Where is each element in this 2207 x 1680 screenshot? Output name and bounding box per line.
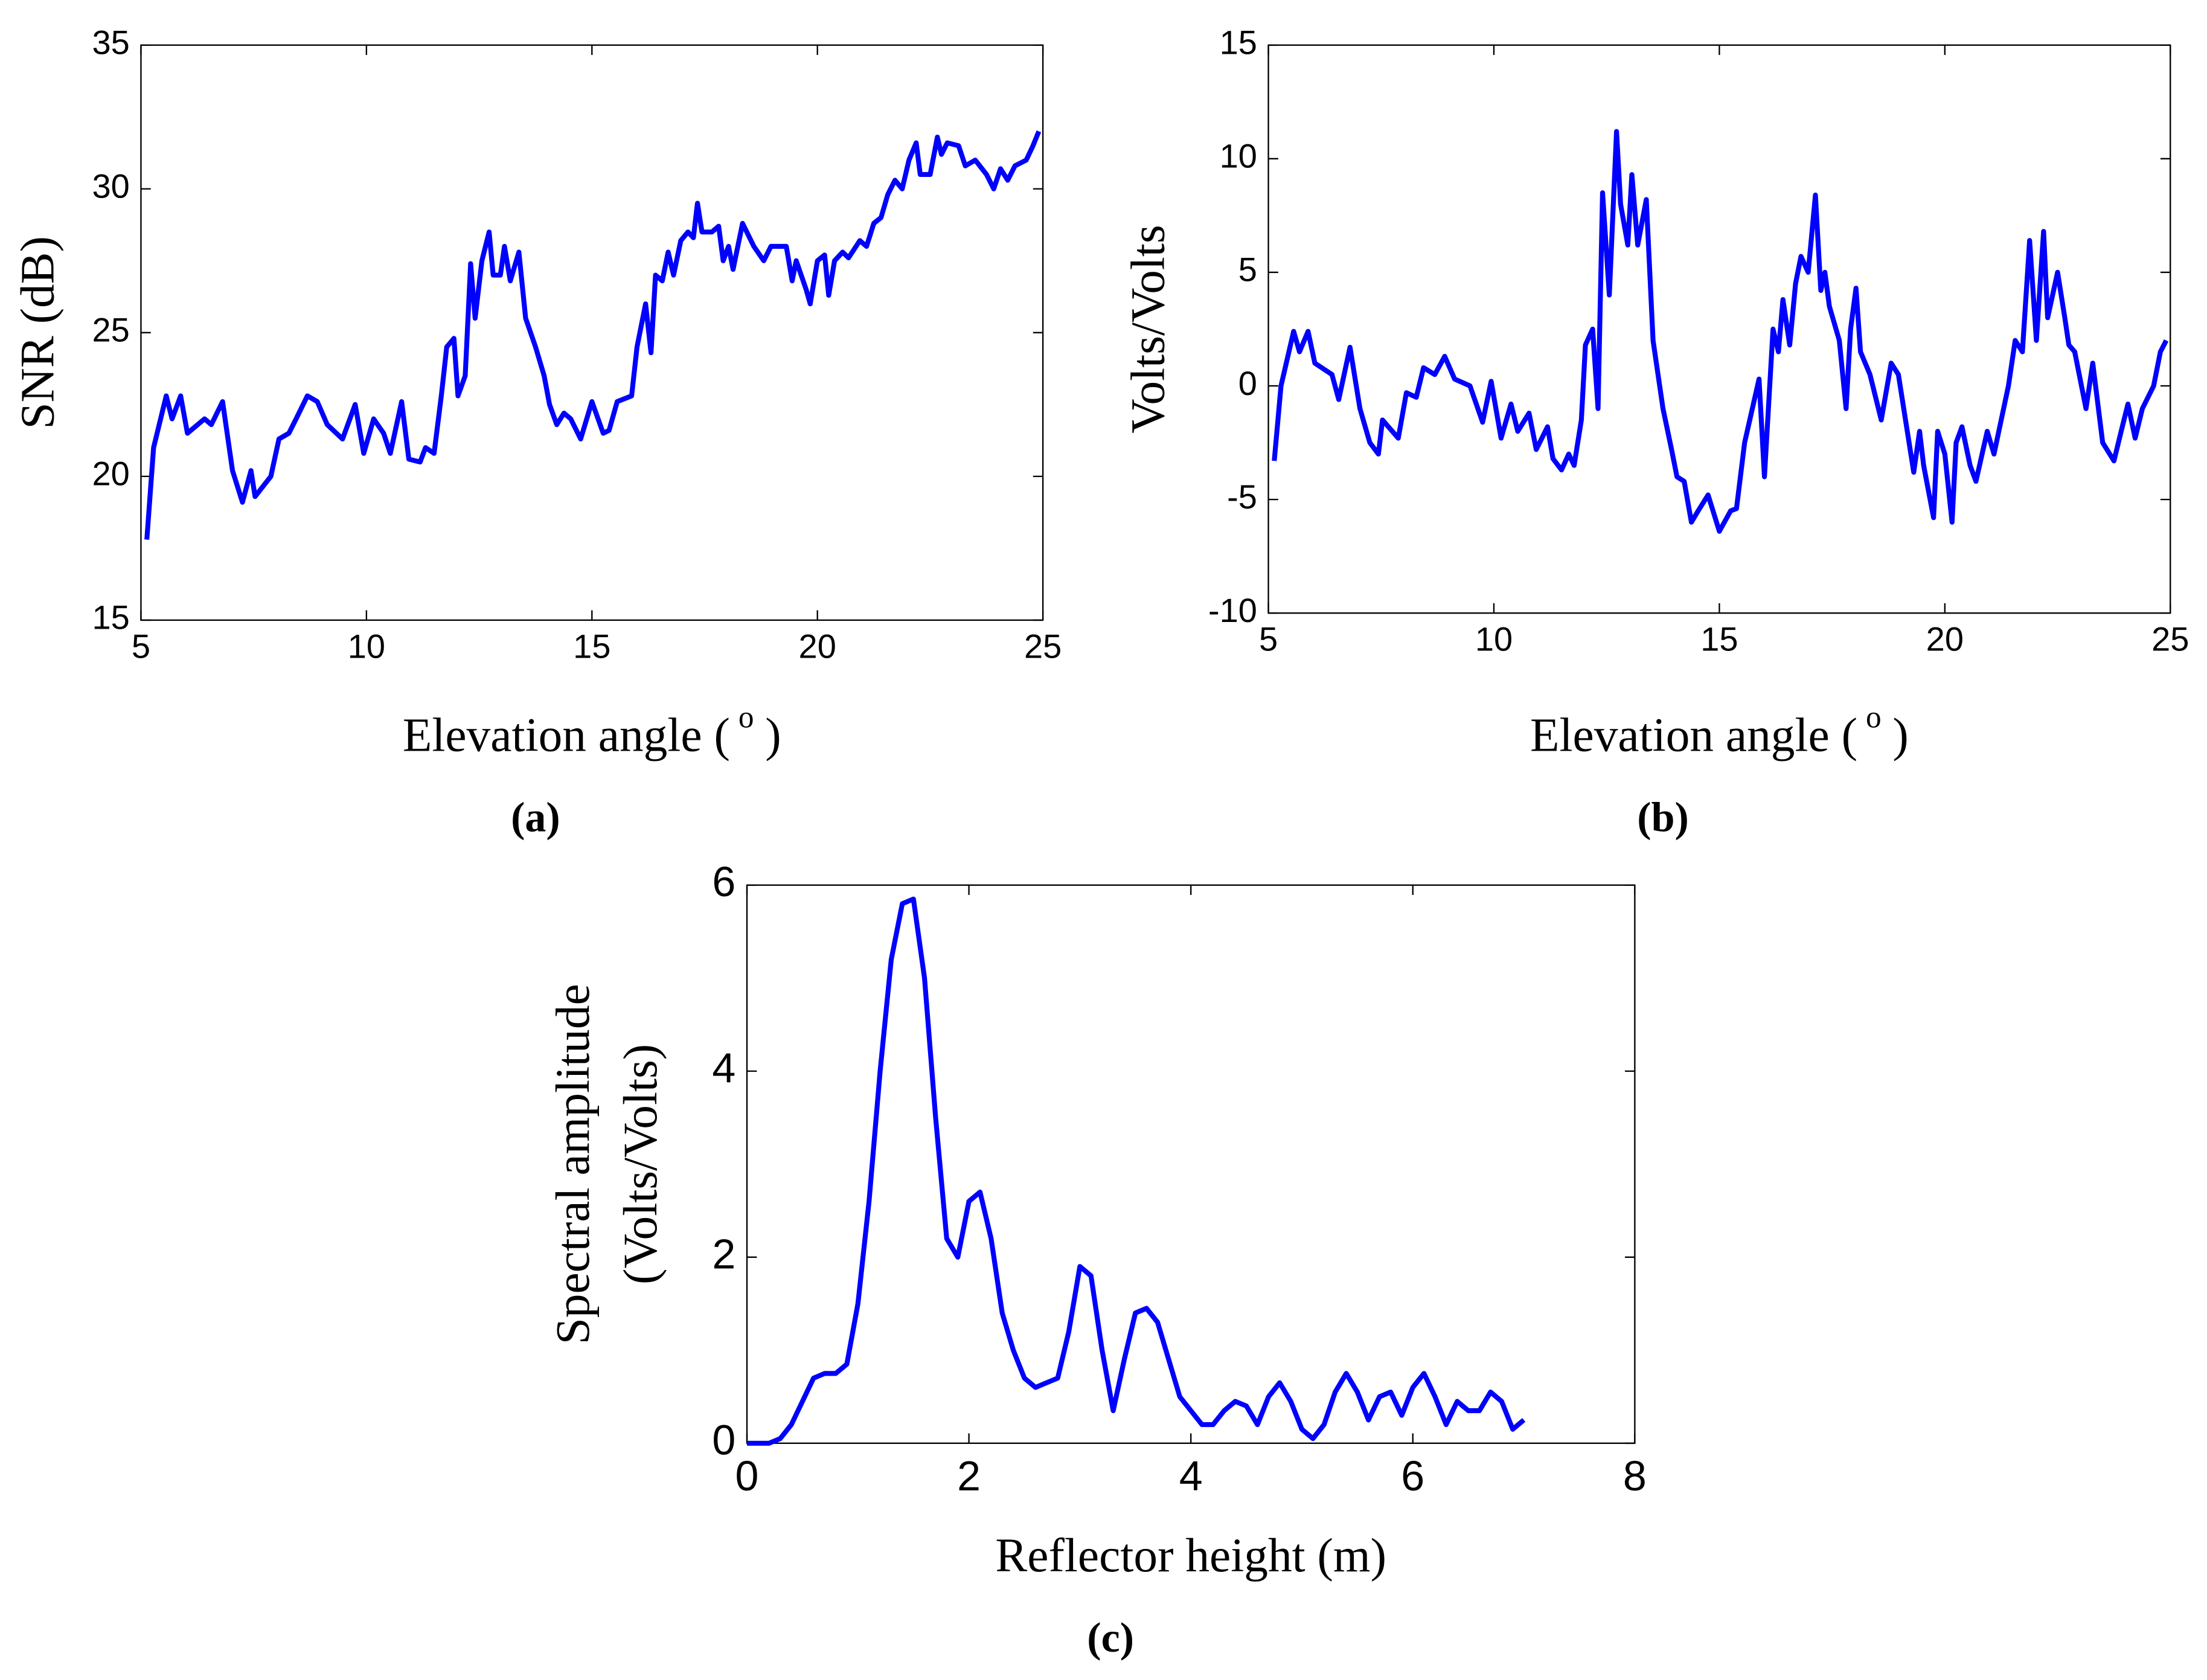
- x-tick-label: 5: [132, 627, 150, 665]
- x-axis-label: Elevation angle ( o): [1530, 700, 1909, 761]
- x-axis-label: Reflector height (m): [995, 1529, 1386, 1582]
- x-tick-label: 2: [957, 1452, 981, 1499]
- y-tick-label: 10: [1220, 137, 1257, 175]
- y-axis-label: SNR (dB): [11, 236, 64, 429]
- y-tick-label: 30: [92, 167, 129, 205]
- x-axis-label-superscript: o: [1866, 700, 1882, 734]
- x-axis-label-part: ): [765, 708, 781, 761]
- y-tick-label: 2: [712, 1230, 735, 1277]
- y-axis-label: (Volts/Volts): [614, 1044, 667, 1284]
- x-tick-label: 5: [1259, 620, 1278, 658]
- y-tick-label: 20: [92, 455, 129, 493]
- x-axis-label-part: Elevation angle (: [403, 708, 730, 761]
- x-tick-label: 0: [735, 1452, 759, 1499]
- data-line: [144, 130, 1042, 540]
- y-tick-label: -10: [1208, 591, 1257, 629]
- x-axis-label-superscript: o: [738, 700, 754, 734]
- y-axis-label: Volts/Volts: [1121, 225, 1174, 433]
- y-tick-label: 4: [712, 1044, 735, 1091]
- plot-frame: [746, 884, 1636, 1444]
- caption: (c): [1087, 1615, 1134, 1661]
- x-tick-label: 10: [348, 627, 385, 665]
- y-tick-label: 15: [92, 598, 129, 636]
- data-line: [747, 896, 1526, 1446]
- y-tick-label: 35: [92, 23, 129, 61]
- x-axis-label-part: ): [1892, 708, 1908, 761]
- x-tick-label: 6: [1401, 1452, 1424, 1499]
- x-tick-label: 25: [1024, 627, 1062, 665]
- x-axis-label: Elevation angle (o): [403, 700, 781, 761]
- y-axis-label: Spectral amplitude: [546, 984, 600, 1344]
- data-line: [1272, 129, 2169, 534]
- x-tick-label: 25: [2151, 620, 2189, 658]
- y-tick-label: 15: [1220, 23, 1257, 61]
- x-tick-label: 15: [573, 627, 610, 665]
- y-tick-label: 0: [712, 1416, 735, 1463]
- plot-frame: [140, 44, 1044, 621]
- y-tick-label: 25: [92, 311, 129, 349]
- caption: (b): [1637, 795, 1689, 841]
- x-tick-label: 4: [1179, 1452, 1203, 1499]
- x-tick-label: 10: [1475, 620, 1513, 658]
- y-tick-label: 6: [712, 858, 735, 905]
- y-tick-label: 5: [1238, 251, 1257, 289]
- x-tick-label: 8: [1623, 1452, 1647, 1499]
- y-tick-label: -5: [1227, 478, 1257, 516]
- x-tick-label: 15: [1700, 620, 1738, 658]
- y-tick-label: 0: [1238, 364, 1257, 402]
- caption: (a): [511, 795, 560, 841]
- x-tick-label: 20: [799, 627, 836, 665]
- x-axis-label-part: Elevation angle (: [1530, 708, 1857, 761]
- x-tick-label: 20: [1926, 620, 1964, 658]
